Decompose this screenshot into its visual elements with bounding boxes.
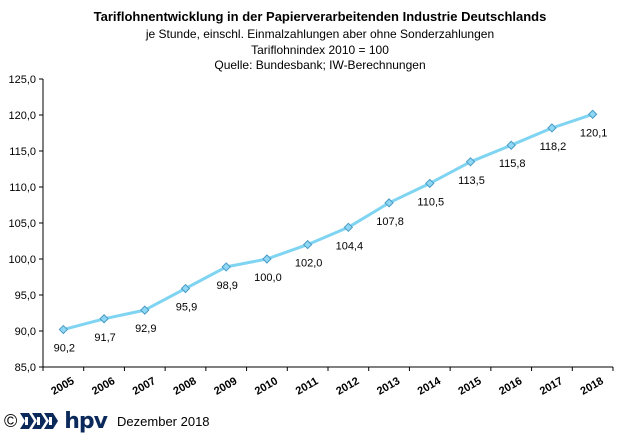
data-label: 100,0 bbox=[254, 272, 282, 284]
footer-date: Dezember 2018 bbox=[117, 413, 210, 429]
data-label: 120,1 bbox=[580, 127, 608, 139]
data-label: 115,8 bbox=[499, 158, 526, 170]
x-tick-label: 2016 bbox=[497, 375, 524, 398]
data-label: 102,0 bbox=[295, 258, 323, 270]
data-label: 104,4 bbox=[336, 240, 364, 252]
data-point bbox=[425, 178, 435, 189]
y-tick-label: 95,0 bbox=[15, 290, 36, 302]
x-tick-label: 2012 bbox=[334, 375, 361, 398]
chart-subtitle-1: je Stunde, einschl. Einmalzahlungen aber… bbox=[145, 27, 494, 41]
x-tick-label: 2009 bbox=[212, 375, 239, 398]
x-tick-label: 2018 bbox=[579, 375, 606, 398]
y-tick-label: 90,0 bbox=[15, 326, 36, 338]
chart-title: Tariflohnentwicklung in der Papierverarb… bbox=[94, 9, 547, 24]
series bbox=[58, 109, 598, 335]
x-tick-label: 2010 bbox=[253, 375, 280, 398]
data-point bbox=[547, 123, 557, 133]
x-tick-label: 2006 bbox=[90, 375, 117, 398]
data-label: 113,5 bbox=[458, 175, 485, 187]
series-line bbox=[63, 112, 594, 332]
data-point bbox=[587, 109, 598, 119]
y-axis: 85,0 90,0 95,0 100,0 105,0 110,0 115,0 120,0 125… bbox=[8, 74, 44, 374]
data-point bbox=[302, 239, 313, 250]
data-point bbox=[343, 222, 354, 233]
y-tick-label: 100,0 bbox=[8, 254, 36, 266]
data-point bbox=[99, 314, 109, 324]
data-point bbox=[221, 262, 231, 272]
y-tick-label: 105,0 bbox=[8, 218, 36, 230]
y-tick-label: 85,0 bbox=[15, 362, 36, 374]
chart-subtitle-3: Quelle: Bundesbank; IW-Berechnungen bbox=[214, 58, 425, 72]
line-chart: Tariflohnentwicklung in der Papierverarb… bbox=[8, 9, 614, 398]
x-axis: 2005 2006 2007 2008 2009 2010 2011 2012 2013 2014… bbox=[42, 366, 614, 398]
data-label: 98,9 bbox=[217, 280, 238, 292]
y-tick-label: 120,0 bbox=[8, 110, 36, 122]
x-tick-label: 2011 bbox=[294, 375, 321, 397]
data-point bbox=[506, 140, 516, 150]
y-tick-label: 125,0 bbox=[8, 74, 36, 86]
x-tick-label: 2017 bbox=[538, 375, 565, 398]
x-tick-label: 2008 bbox=[171, 375, 198, 398]
x-tick-label: 2007 bbox=[131, 375, 158, 398]
data-label: 107,8 bbox=[376, 216, 404, 228]
data-point bbox=[58, 324, 69, 335]
x-tick-label: 2014 bbox=[416, 375, 444, 398]
x-tick-label: 2015 bbox=[456, 375, 483, 398]
x-tick-label: 2005 bbox=[49, 375, 76, 398]
data-label: 118,2 bbox=[540, 141, 567, 153]
data-label: 95,9 bbox=[176, 302, 197, 314]
chart-subtitle-2: Tariflohnindex 2010 = 100 bbox=[251, 43, 389, 57]
data-point bbox=[384, 198, 394, 208]
data-point bbox=[262, 254, 272, 264]
footer: © hpv Dezember 2018 bbox=[4, 408, 210, 434]
data-label: 90,2 bbox=[54, 343, 75, 355]
data-point bbox=[140, 305, 150, 315]
brand-name: hpv bbox=[64, 408, 108, 434]
data-label: 110,5 bbox=[417, 196, 444, 208]
data-labels: 90,2 91,7 92,9 95,9 98,9 100,0 102,0 104,4 107,8… bbox=[54, 127, 608, 354]
y-tick-label: 110,0 bbox=[9, 182, 36, 194]
copyright-symbol: © bbox=[4, 411, 18, 431]
data-point bbox=[465, 157, 476, 167]
hpv-logo-icon: hpv bbox=[20, 408, 108, 434]
data-label: 91,7 bbox=[94, 332, 115, 344]
y-tick-label: 115,0 bbox=[9, 146, 36, 158]
data-point bbox=[180, 283, 191, 294]
data-label: 92,9 bbox=[135, 323, 156, 335]
x-tick-label: 2013 bbox=[375, 375, 402, 398]
